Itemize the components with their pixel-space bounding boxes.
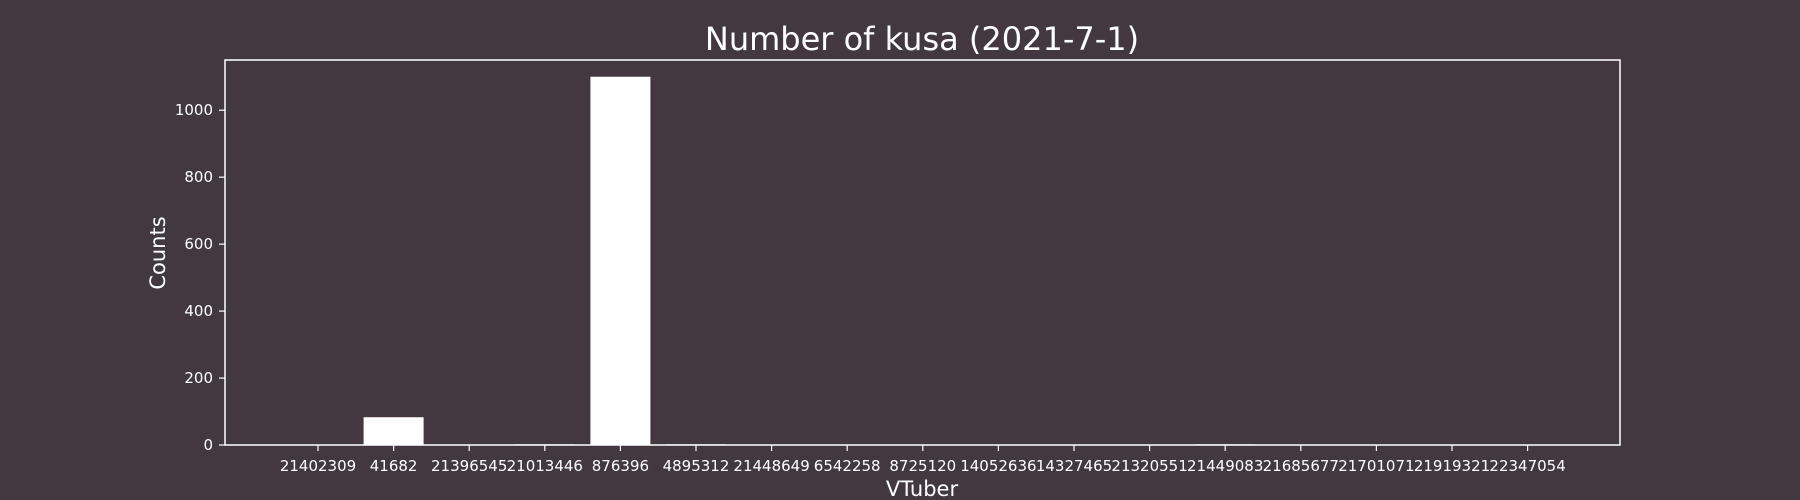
y-tick-label: 200	[184, 369, 213, 387]
x-tick-label: 21402309	[280, 457, 356, 475]
x-tick-label: 4895312	[663, 457, 730, 475]
bar-4895312	[666, 444, 726, 445]
bar-21449083	[1195, 444, 1256, 445]
y-tick-label: 800	[184, 168, 213, 186]
y-axis-label: Counts	[146, 216, 170, 289]
bar-21013446	[514, 444, 575, 445]
bars-layer	[363, 76, 1256, 445]
x-tick-label: 22347054	[1489, 457, 1565, 475]
x-axis-ticks: 21402309 41682 21396545 21013446 876396 48953…	[280, 445, 1566, 475]
bar-876396	[590, 76, 651, 445]
x-tick-label: 21396545	[431, 457, 507, 475]
y-tick-label: 400	[184, 302, 213, 320]
x-tick-label: 14052636	[960, 457, 1036, 475]
y-axis-ticks: 0 200 400 600 800 1000	[175, 101, 225, 454]
y-tick-label: 0	[203, 436, 213, 454]
x-tick-label: 21448649	[733, 457, 809, 475]
y-tick-label: 1000	[175, 101, 213, 119]
x-tick-label: 21919321	[1414, 457, 1490, 475]
x-tick-label: 14327465	[1036, 457, 1112, 475]
x-tick-label: 6542258	[814, 457, 881, 475]
x-tick-label: 21449083	[1187, 457, 1263, 475]
x-tick-label: 21320551	[1111, 457, 1187, 475]
x-axis-label: VTuber	[886, 477, 959, 500]
x-tick-label: 8725120	[889, 457, 956, 475]
x-tick-label: 876396	[592, 457, 649, 475]
plot-area-frame	[224, 59, 1621, 446]
y-tick-label: 600	[184, 235, 213, 253]
x-tick-label: 41682	[370, 457, 418, 475]
chart-title: Number of kusa (2021-7-1)	[705, 20, 1139, 58]
x-tick-label: 21013446	[507, 457, 583, 475]
x-tick-label: 21701071	[1338, 457, 1414, 475]
x-tick-label: 21685677	[1263, 457, 1339, 475]
bar-41682	[363, 417, 424, 445]
